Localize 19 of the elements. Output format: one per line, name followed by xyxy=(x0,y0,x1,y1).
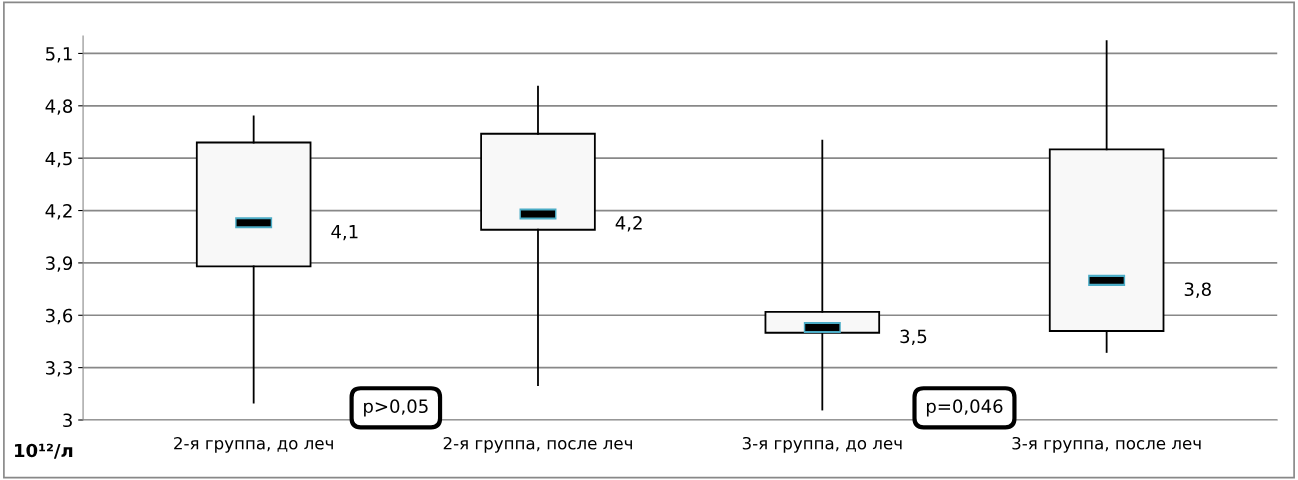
y-tick-label: 3,9 xyxy=(46,256,73,272)
x-tick-label: 2-я группа, после леч xyxy=(443,436,632,453)
y-tick-label: 4,8 xyxy=(45,99,73,115)
annotation: p>0,05 xyxy=(364,399,428,417)
annotation: 4,2 xyxy=(615,216,642,232)
annotation: 4,1 xyxy=(331,225,358,241)
y-axis-title: 10¹²/л xyxy=(15,443,73,459)
y-tick-label: 5,1 xyxy=(46,47,72,63)
y-tick-label: 3 xyxy=(63,413,72,428)
annotation: 3,8 xyxy=(1184,282,1211,298)
x-tick-label: 2-я группа, до леч xyxy=(174,436,333,453)
y-tick-label: 4,2 xyxy=(45,204,72,220)
annotation: 3,5 xyxy=(900,329,927,346)
x-tick-label: 3-я группа, после леч xyxy=(1012,436,1201,453)
y-tick-label: 3,3 xyxy=(46,361,72,377)
y-tick-label: 3,6 xyxy=(46,308,73,325)
x-tick-label: 3-я группа, до леч xyxy=(742,436,902,453)
annotation: p=0,046 xyxy=(926,399,1003,417)
y-tick-label: 4,5 xyxy=(45,151,72,168)
